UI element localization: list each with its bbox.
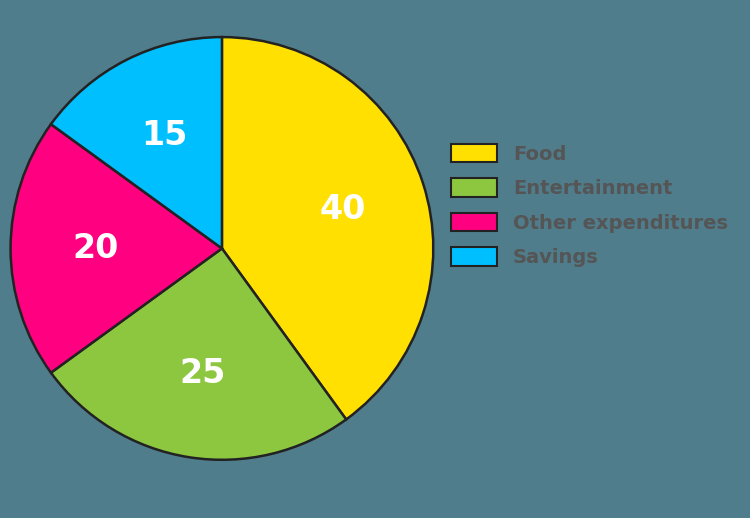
Wedge shape [51, 249, 346, 460]
Wedge shape [51, 37, 222, 249]
Text: 20: 20 [72, 232, 118, 265]
Text: 40: 40 [320, 193, 366, 226]
Wedge shape [222, 37, 434, 420]
Text: 15: 15 [141, 119, 188, 152]
Legend: Food, Entertainment, Other expenditures, Savings: Food, Entertainment, Other expenditures,… [445, 138, 734, 273]
Text: 25: 25 [179, 357, 225, 390]
Wedge shape [10, 124, 222, 372]
